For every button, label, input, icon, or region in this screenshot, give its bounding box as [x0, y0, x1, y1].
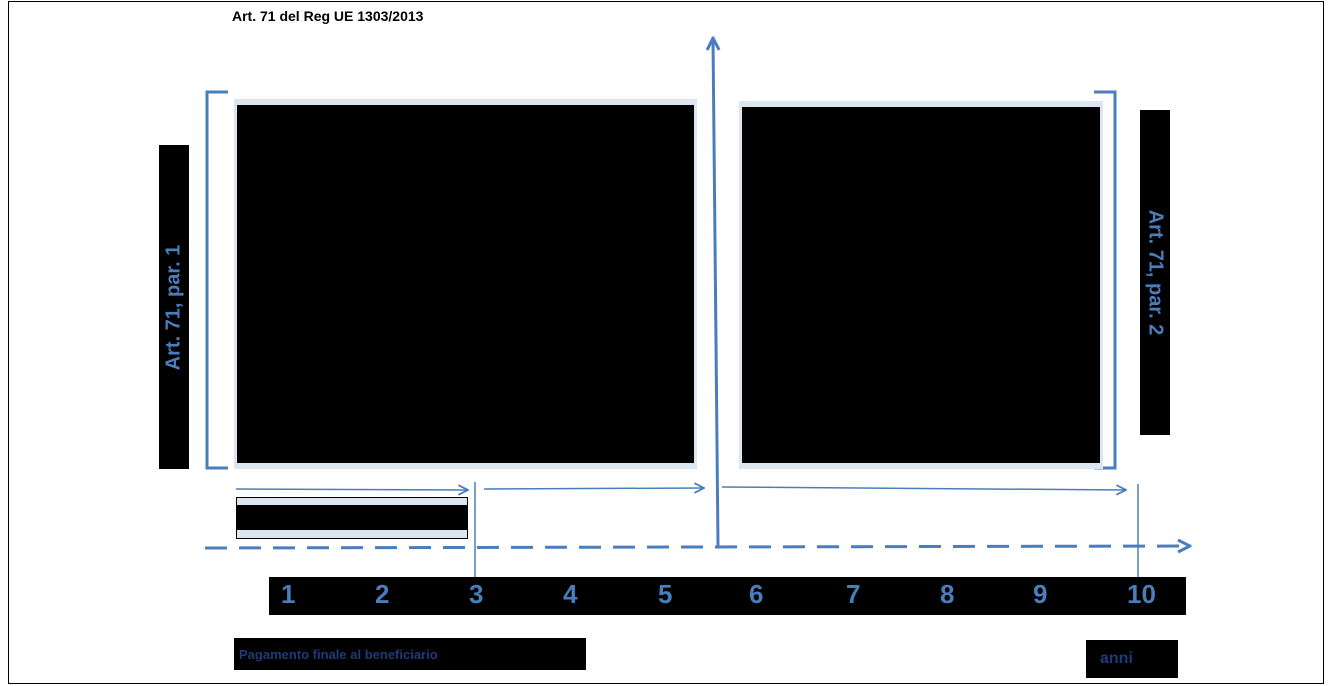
time-axis-arrow	[204, 546, 1190, 548]
period-box	[236, 497, 468, 539]
period-box-fill	[237, 505, 467, 530]
left-vertical-label-text: Art. 71, par. 1	[162, 244, 185, 370]
year-label: 9	[1033, 579, 1048, 609]
left-bracket	[205, 90, 228, 470]
year-label: 8	[940, 579, 955, 609]
year-label: 10	[1127, 579, 1156, 609]
year-label: 1	[281, 579, 296, 609]
year-label: 6	[749, 579, 764, 609]
period-arrow-1	[235, 489, 468, 490]
period-arrow-3	[721, 487, 1126, 490]
right-vertical-label: Art. 71, par. 2	[1140, 110, 1170, 435]
unit-label: anni	[1086, 640, 1178, 678]
diagram-title: Art. 71 del Reg UE 1303/2013	[232, 8, 424, 24]
year-label: 3	[469, 579, 484, 609]
period-arrow-2	[483, 488, 704, 489]
year-label: 2	[375, 579, 390, 609]
years-bar: 1 2 3 4 5 6 7 8 9 10	[269, 577, 1186, 615]
right-panel	[739, 101, 1103, 469]
year-label: 5	[658, 579, 673, 609]
payment-label: Pagamento finale al beneficiario	[234, 638, 586, 670]
left-vertical-label: Art. 71, par. 1	[159, 145, 189, 469]
year-label: 7	[846, 579, 861, 609]
right-vertical-label-text: Art. 71, par. 2	[1144, 209, 1167, 336]
year-label: 4	[563, 579, 578, 609]
vertical-axis-arrow	[713, 38, 718, 547]
diagram-frame	[8, 1, 1324, 684]
left-panel	[234, 99, 697, 469]
right-bracket	[1094, 90, 1117, 470]
